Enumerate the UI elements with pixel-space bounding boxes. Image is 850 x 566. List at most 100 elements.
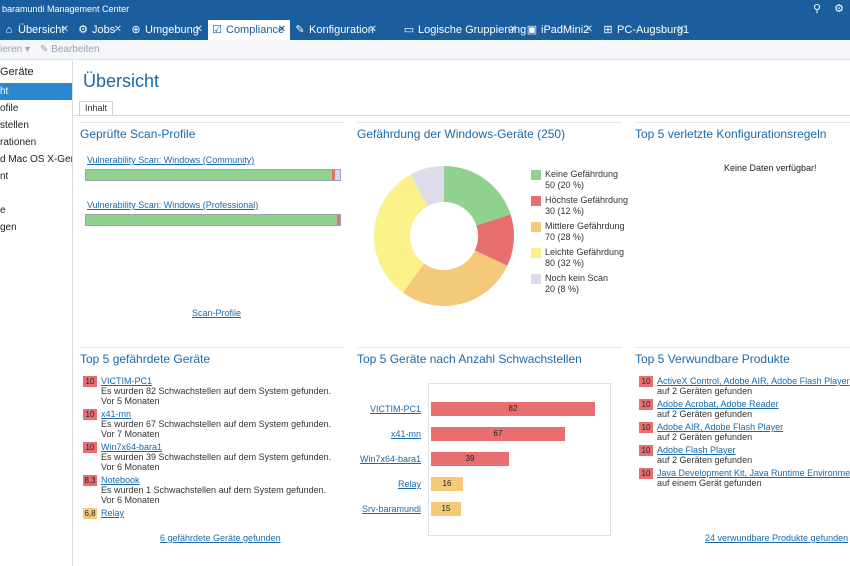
- search-icon[interactable]: ⚲: [813, 3, 822, 15]
- legend-swatch: [531, 170, 541, 180]
- tab-inhalt[interactable]: Inhalt: [79, 101, 114, 116]
- score-badge: 6,8: [83, 508, 97, 519]
- close-icon[interactable]: ✕: [277, 24, 286, 35]
- devices-footer-link[interactable]: 6 gefährdete Geräte gefunden: [160, 533, 281, 543]
- sidebar-item-8[interactable]: e: [0, 205, 6, 216]
- rules-panel-title: Top 5 verletzte Konfigurationsregeln: [635, 127, 827, 141]
- legend-swatch: [531, 248, 541, 258]
- legend-value: 20 (8 %): [545, 284, 580, 294]
- close-icon[interactable]: ✕: [194, 24, 203, 35]
- scan-progress-bar: [85, 214, 341, 226]
- device-link[interactable]: x41-mn: [101, 409, 132, 419]
- device-link[interactable]: Notebook: [101, 475, 140, 485]
- sidebar-item-mac-devices[interactable]: d Mac OS X-Ger...: [0, 154, 72, 165]
- scan-profile-link[interactable]: Vulnerability Scan: Windows (Professiona…: [87, 200, 259, 210]
- device-link[interactable]: Win7x64-bara1: [101, 442, 163, 452]
- tab-label: PC-Augsburg1: [617, 24, 690, 36]
- legend-swatch: [531, 196, 541, 206]
- sidebar-item-6[interactable]: nt: [0, 171, 9, 182]
- tab-umgebung[interactable]: ⊕ Umgebung ✕: [127, 20, 207, 40]
- tab-compliance[interactable]: ☑ Compliance ✕: [208, 20, 290, 40]
- device-detail: Es wurden 1 Schwachstellen auf dem Syste…: [101, 485, 327, 495]
- scan-bar-red-segment: [337, 215, 340, 225]
- score-badge: 10: [83, 376, 97, 387]
- product-detail: auf 2 Geräten gefunden: [657, 409, 753, 419]
- product-link[interactable]: Adobe AIR, Adobe Flash Player: [657, 422, 784, 432]
- slice-leichte: [374, 174, 428, 293]
- globe-icon: ⊕: [131, 24, 141, 36]
- legend-item-mittlere: Mittlere Gefährdung 70 (28 %): [531, 221, 628, 247]
- bar-label[interactable]: Srv-baramundi: [361, 504, 421, 514]
- close-icon[interactable]: ✕: [676, 24, 685, 35]
- sidebar-item-configurations[interactable]: rationen: [0, 137, 37, 148]
- tab-label: Umgebung: [145, 24, 199, 36]
- product-link[interactable]: ActiveX Control, Adobe AIR, Adobe Flash …: [657, 376, 850, 386]
- score-badge: 8,3: [83, 475, 97, 486]
- ios-device-icon: ▣: [526, 24, 538, 36]
- sidebar-item-9[interactable]: gen: [0, 222, 17, 233]
- slice-keine: [444, 166, 511, 226]
- score-badge: 10: [83, 409, 97, 420]
- tab-ipadmini2[interactable]: ▣ iPadMini2 ✕: [523, 20, 597, 40]
- sidebar-header[interactable]: Geräte: [0, 66, 34, 78]
- legend-item-noch-kein-scan: Noch kein Scan 20 (8 %): [531, 273, 628, 299]
- bar: 16: [431, 477, 463, 491]
- tab-logische-gruppierung[interactable]: ▭ Logische Gruppierung ✕: [400, 20, 526, 40]
- product-detail: auf 2 Geräten gefunden: [657, 455, 753, 465]
- legend-value: 30 (12 %): [545, 206, 585, 216]
- gear-icon: ⚙: [78, 24, 88, 36]
- bar-label[interactable]: Win7x64-bara1: [359, 454, 421, 464]
- divider: [357, 347, 622, 348]
- bar-label[interactable]: Relay: [397, 479, 421, 489]
- device-link[interactable]: Relay: [101, 508, 125, 518]
- device-detail: Es wurden 67 Schwachstellen auf dem Syst…: [101, 419, 332, 429]
- threat-legend: Keine Gefährdung 50 (20 %) Höchste Gefähr…: [531, 169, 628, 299]
- no-data-message: Keine Daten verfügbar!: [724, 163, 817, 173]
- device-link[interactable]: VICTIM-PC1: [101, 376, 153, 386]
- settings-icon[interactable]: ⚙: [834, 3, 844, 15]
- products-footer-link[interactable]: 24 verwundbare Produkte gefunden: [705, 533, 849, 543]
- sidebar-item-profiles[interactable]: ofile: [0, 103, 19, 114]
- tab-jobs[interactable]: ⚙ Jobs ✕: [74, 20, 126, 40]
- product-link[interactable]: Java Development Kit, Java Runtime Envir…: [657, 468, 850, 478]
- folder-icon: ▭: [403, 24, 415, 36]
- score-badge: 10: [639, 399, 653, 410]
- list-item: 8,3 Notebook Es wurden 1 Schwachstellen …: [83, 475, 343, 505]
- score-badge: 10: [639, 468, 653, 479]
- scan-profiles-footer-link[interactable]: Scan-Profile: [192, 308, 242, 318]
- product-detail: auf 2 Geräten gefunden: [657, 386, 753, 396]
- scan-profile-link[interactable]: Vulnerability Scan: Windows (Community): [87, 155, 255, 165]
- sidebar-item-7[interactable]: [0, 185, 72, 202]
- bar: 39: [431, 452, 509, 466]
- close-icon[interactable]: ✕: [60, 24, 69, 35]
- close-icon[interactable]: ✕: [584, 24, 593, 35]
- divider: [80, 122, 344, 123]
- close-icon[interactable]: ✕: [508, 24, 517, 35]
- product-link[interactable]: Adobe Flash Player: [657, 445, 736, 455]
- list-item: 10 Adobe AIR, Adobe Flash Player auf 2 G…: [639, 422, 844, 442]
- window-title: baramundi Management Center: [2, 4, 130, 14]
- tab-pc-augsburg1[interactable]: ⊞ PC-Augsburg1 ✕: [599, 20, 689, 40]
- vulncount-panel-title: Top 5 Geräte nach Anzahl Schwachstellen: [357, 352, 582, 366]
- sidebar-item-overview[interactable]: ht: [0, 83, 72, 100]
- threat-panel-title: Gefährdung der Windows-Geräte (250): [357, 127, 566, 141]
- devices-panel-title: Top 5 gefährdete Geräte: [80, 352, 211, 366]
- bar: 67: [431, 427, 565, 441]
- legend-value: 80 (32 %): [545, 258, 585, 268]
- edit-button[interactable]: ✎ Bearbeiten: [40, 40, 100, 60]
- close-icon[interactable]: ✕: [113, 24, 122, 35]
- sidebar-item-vulnerabilities[interactable]: stellen: [0, 120, 29, 131]
- tab-label: Logische Gruppierung: [418, 24, 527, 36]
- bar-label[interactable]: x41-mn: [390, 429, 421, 439]
- score-badge: 10: [639, 376, 653, 387]
- scan-progress-bar: [85, 169, 341, 181]
- tab-konfiguration[interactable]: ✎ Konfiguration ✕: [291, 20, 381, 40]
- product-link[interactable]: Adobe Acrobat, Adobe Reader: [657, 399, 779, 409]
- close-icon[interactable]: ✕: [368, 24, 377, 35]
- tab-uebersicht[interactable]: ⌂ Übersicht ✕: [0, 20, 73, 40]
- toolbar-dropdown-button[interactable]: ieren ▾: [0, 44, 31, 55]
- toolbar: ieren ▾ ✎ Bearbeiten: [0, 40, 850, 60]
- list-item: 10 Adobe Flash Player auf 2 Geräten gefu…: [639, 445, 844, 465]
- bar-label[interactable]: VICTIM-PC1: [369, 404, 421, 414]
- legend-label: Noch kein Scan: [545, 273, 609, 283]
